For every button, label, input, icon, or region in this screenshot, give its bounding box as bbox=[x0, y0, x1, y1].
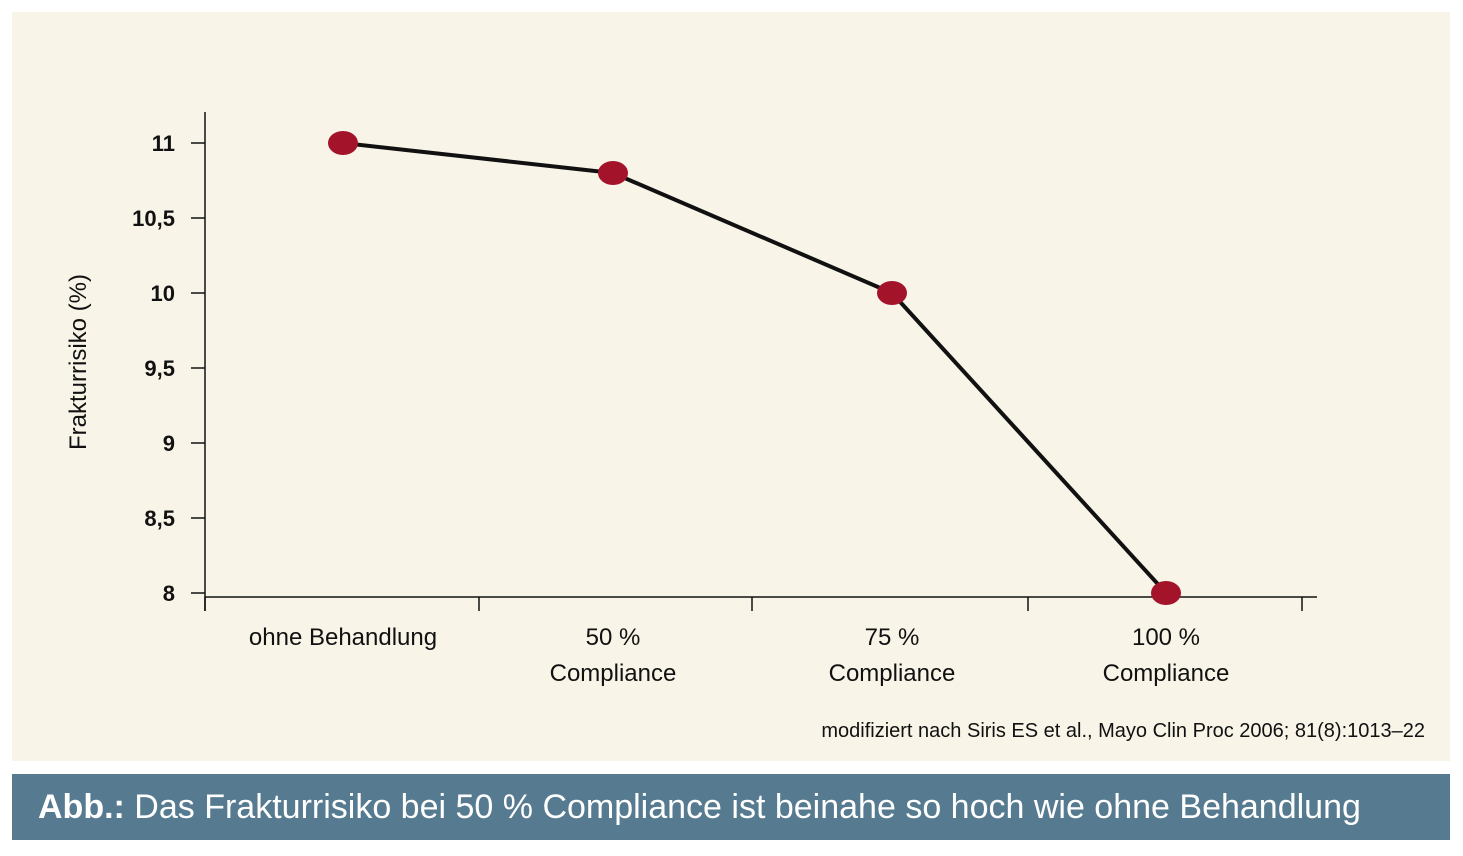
caption-text: Abb.: Das Frakturrisiko bei 50 % Complia… bbox=[38, 788, 1361, 827]
series-line bbox=[342, 141, 1168, 595]
source-note: modifiziert nach Siris ES et al., Mayo C… bbox=[821, 720, 1425, 742]
y-tick-label: 9 bbox=[163, 431, 175, 456]
data-point bbox=[1151, 581, 1181, 605]
data-point bbox=[598, 161, 628, 185]
y-tick-label: 10 bbox=[151, 281, 175, 306]
x-tick-label: 100 % Compliance bbox=[1103, 624, 1230, 687]
y-tick-label: 9,5 bbox=[144, 356, 175, 381]
figure-caption: Abb.: Das Frakturrisiko bei 50 % Complia… bbox=[12, 774, 1450, 840]
y-axis-title: Frakturrisiko (%) bbox=[65, 274, 92, 450]
y-tick-label: 8 bbox=[163, 581, 175, 606]
chart-panel: 8 8,5 9 9,5 10 10,5 11 ohne Behandlung 50 % Compl… bbox=[12, 12, 1450, 761]
caption-body: Das Frakturrisiko bei 50 % Compliance is… bbox=[124, 787, 1361, 826]
x-tick-label: 75 % Compliance bbox=[829, 624, 956, 687]
data-point bbox=[877, 281, 907, 305]
line-chart: 8 8,5 9 9,5 10 10,5 11 ohne Behandlung 50 % Compl… bbox=[65, 112, 1317, 687]
y-tick-label: 8,5 bbox=[144, 506, 175, 531]
x-tick-label: 50 % Compliance bbox=[550, 624, 677, 687]
y-tick-label: 11 bbox=[152, 131, 175, 156]
data-point bbox=[328, 131, 358, 155]
caption-prefix: Abb.: bbox=[38, 787, 125, 826]
x-tick-label: ohne Behandlung bbox=[249, 624, 437, 651]
y-tick-label: 10,5 bbox=[132, 206, 175, 231]
